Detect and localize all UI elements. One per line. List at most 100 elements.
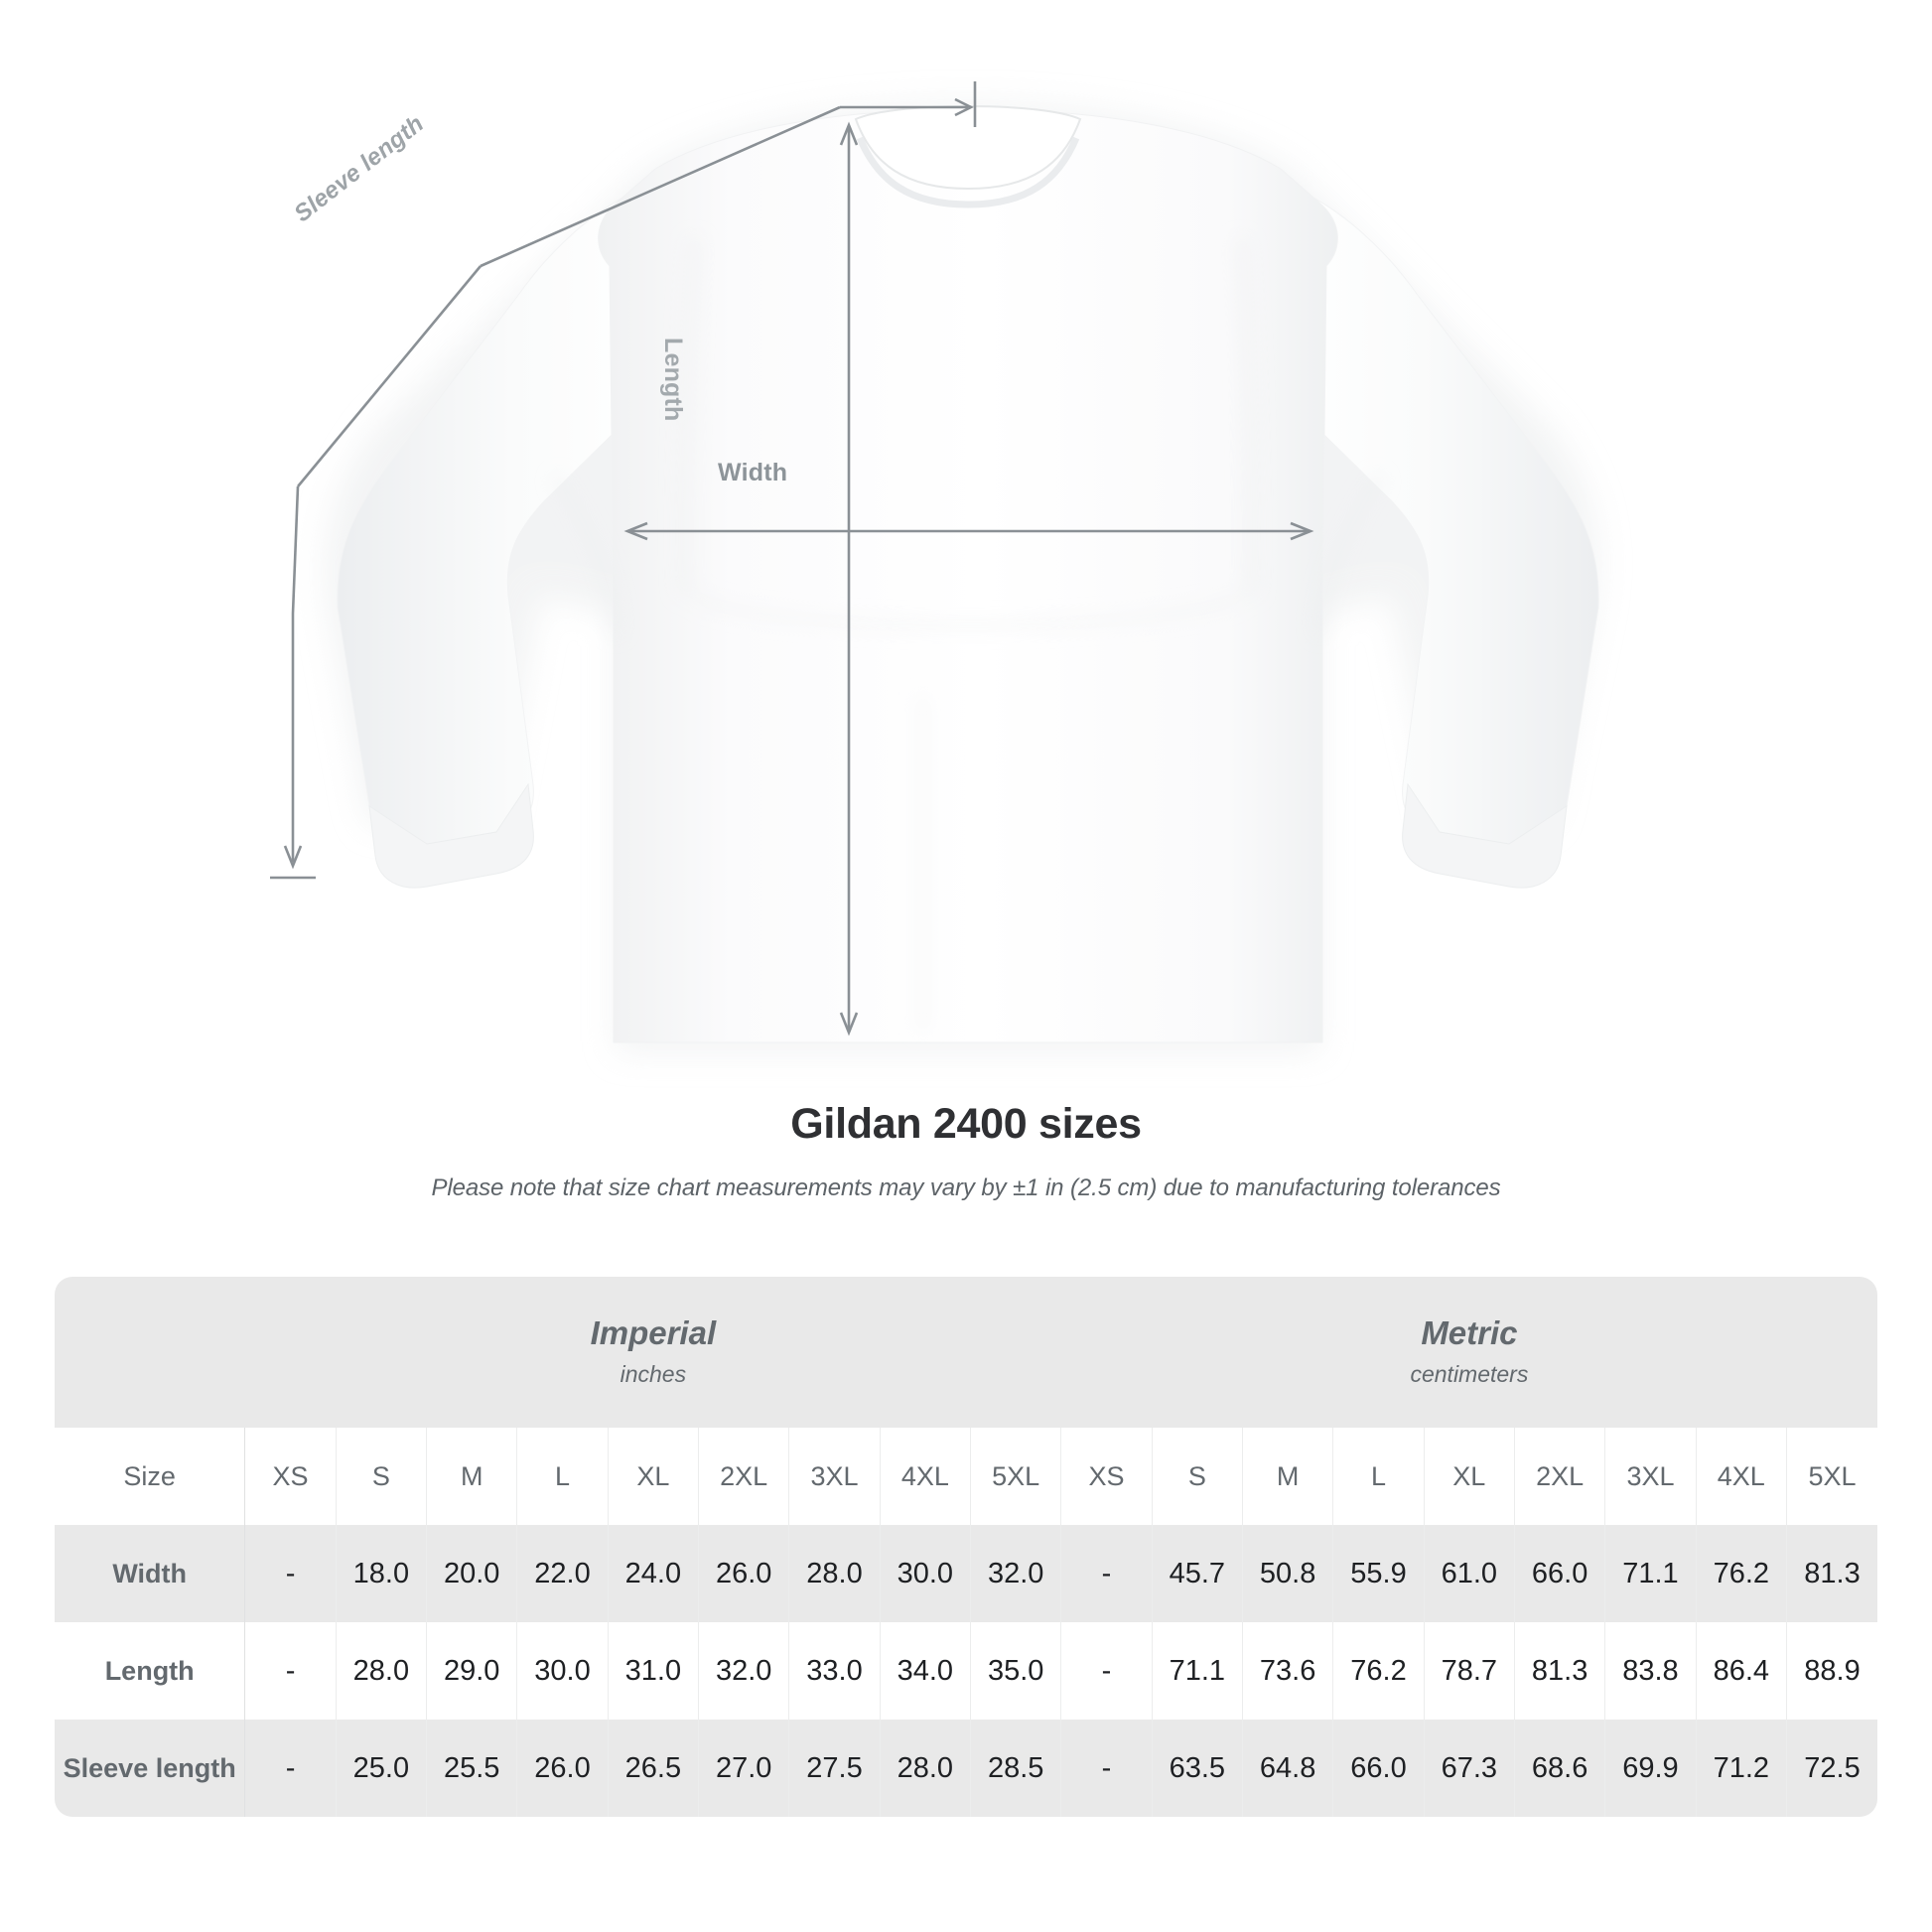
size-header-metric-4xl: 4XL <box>1696 1428 1787 1525</box>
cell-length-metric-s: 71.1 <box>1152 1622 1243 1720</box>
cell-width-metric-xl: 61.0 <box>1424 1525 1515 1622</box>
cell-length-imperial-4xl: 34.0 <box>880 1622 972 1720</box>
cell-length-imperial-xs: - <box>244 1622 337 1720</box>
size-header-metric-xs: XS <box>1060 1428 1153 1525</box>
cell-length-metric-xs: - <box>1060 1622 1153 1720</box>
cell-width-metric-2xl: 66.0 <box>1514 1525 1606 1622</box>
size-chart-table: Imperial inches Metric centimeters Size X… <box>55 1277 1877 1817</box>
cell-width-imperial-m: 20.0 <box>426 1525 518 1622</box>
imperial-unit-sub: inches <box>620 1360 687 1387</box>
size-header-imperial-5xl: 5XL <box>970 1428 1062 1525</box>
size-header-imperial-xs: XS <box>244 1428 337 1525</box>
cell-sleeve-length-imperial-m: 25.5 <box>426 1720 518 1817</box>
row-label-width: Width <box>55 1525 246 1622</box>
cell-sleeve-length-metric-l: 66.0 <box>1332 1720 1425 1817</box>
table-row: Sleeve length -25.0 25.5 26.0 26.5 27.0 27.5 28… <box>55 1720 1877 1817</box>
cell-sleeve-length-metric-4xl: 71.2 <box>1696 1720 1787 1817</box>
cell-sleeve-length-imperial-4xl: 28.0 <box>880 1720 972 1817</box>
cell-width-imperial-2xl: 26.0 <box>698 1525 790 1622</box>
cell-length-metric-l: 76.2 <box>1332 1622 1425 1720</box>
cell-sleeve-length-metric-xs: - <box>1060 1720 1153 1817</box>
cell-sleeve-length-metric-3xl: 69.9 <box>1604 1720 1697 1817</box>
left-cuff <box>368 782 534 889</box>
width-dimension-arrow <box>623 521 1314 541</box>
size-header-row: Size XS S M L XL 2XL 3XL 4XL 5XL XS S M L XL 2XL 3XL 4XL 5… <box>55 1428 1877 1525</box>
cell-sleeve-length-imperial-3xl: 27.5 <box>788 1720 881 1817</box>
shirt-body <box>598 108 1338 1043</box>
size-header-metric-3xl: 3XL <box>1604 1428 1697 1525</box>
cell-length-imperial-2xl: 32.0 <box>698 1622 790 1720</box>
cell-sleeve-length-imperial-l: 26.0 <box>516 1720 609 1817</box>
size-header-metric-l: L <box>1332 1428 1425 1525</box>
sleeve-length-dimension-arrow <box>270 81 977 880</box>
title-block: Gildan 2400 sizes Please note that size … <box>0 1100 1932 1202</box>
cell-sleeve-length-imperial-5xl: 28.5 <box>970 1720 1062 1817</box>
cell-sleeve-length-imperial-2xl: 27.0 <box>698 1720 790 1817</box>
metric-unit-cell: Metric centimeters <box>1060 1277 1877 1428</box>
cell-width-imperial-l: 22.0 <box>516 1525 609 1622</box>
size-header-metric-xl: XL <box>1424 1428 1515 1525</box>
cell-length-imperial-5xl: 35.0 <box>970 1622 1062 1720</box>
cell-sleeve-length-metric-xl: 67.3 <box>1424 1720 1515 1817</box>
size-header-imperial-2xl: 2XL <box>698 1428 790 1525</box>
cell-width-imperial-4xl: 30.0 <box>880 1525 972 1622</box>
cell-length-metric-xl: 78.7 <box>1424 1622 1515 1720</box>
size-header-label: Size <box>55 1428 246 1525</box>
size-header-imperial-4xl: 4XL <box>880 1428 972 1525</box>
cell-sleeve-length-imperial-xl: 26.5 <box>608 1720 700 1817</box>
cell-width-imperial-s: 18.0 <box>336 1525 428 1622</box>
units-banner-row: Imperial inches Metric centimeters <box>55 1277 1877 1428</box>
cell-length-metric-4xl: 86.4 <box>1696 1622 1787 1720</box>
cell-width-imperial-3xl: 28.0 <box>788 1525 881 1622</box>
size-chart-table-wrapper: Imperial inches Metric centimeters Size X… <box>55 1277 1877 1817</box>
cell-width-metric-4xl: 76.2 <box>1696 1525 1787 1622</box>
size-header-imperial-s: S <box>336 1428 428 1525</box>
collar-rib <box>856 136 1080 208</box>
tshirt-diagram: Sleeve length Length Width <box>270 81 1599 1052</box>
right-cuff <box>1402 782 1568 889</box>
row-label-sleeve-length: Sleeve length <box>55 1720 246 1817</box>
cell-length-metric-3xl: 83.8 <box>1604 1622 1697 1720</box>
table-row: Length -28.0 29.0 30.0 31.0 32.0 33.0 34.0 35.0-… <box>55 1622 1877 1720</box>
fabric-folds <box>551 237 1385 1033</box>
cell-length-metric-m: 73.6 <box>1242 1622 1334 1720</box>
cell-width-metric-s: 45.7 <box>1152 1525 1243 1622</box>
row-label-length: Length <box>55 1622 246 1720</box>
size-header-imperial-3xl: 3XL <box>788 1428 881 1525</box>
cell-length-imperial-m: 29.0 <box>426 1622 518 1720</box>
tshirt-illustration <box>270 81 1599 1052</box>
cell-width-metric-l: 55.9 <box>1332 1525 1425 1622</box>
size-header-imperial-m: M <box>426 1428 518 1525</box>
size-header-metric-2xl: 2XL <box>1514 1428 1606 1525</box>
cell-length-metric-5xl: 88.9 <box>1786 1622 1877 1720</box>
cell-sleeve-length-metric-5xl: 72.5 <box>1786 1720 1877 1817</box>
cell-width-metric-m: 50.8 <box>1242 1525 1334 1622</box>
cell-sleeve-length-imperial-xs: - <box>244 1720 337 1817</box>
cell-sleeve-length-metric-m: 64.8 <box>1242 1720 1334 1817</box>
cell-length-imperial-l: 30.0 <box>516 1622 609 1720</box>
metric-unit-name: Metric <box>1421 1314 1518 1352</box>
page-title: Gildan 2400 sizes <box>790 1100 1142 1148</box>
length-label: Length <box>659 338 687 422</box>
cell-length-imperial-s: 28.0 <box>336 1622 428 1720</box>
tolerance-note: Please note that size chart measurements… <box>431 1174 1501 1201</box>
cell-length-imperial-3xl: 33.0 <box>788 1622 881 1720</box>
cell-length-imperial-xl: 31.0 <box>608 1622 700 1720</box>
imperial-unit-name: Imperial <box>590 1314 717 1352</box>
cell-width-imperial-xl: 24.0 <box>608 1525 700 1622</box>
imperial-unit-cell: Imperial inches <box>244 1277 1061 1428</box>
table-row: Width -18.0 20.0 22.0 24.0 26.0 28.0 30.0 32.0-4… <box>55 1525 1877 1622</box>
length-dimension-arrow <box>839 121 859 1036</box>
cell-width-imperial-5xl: 32.0 <box>970 1525 1062 1622</box>
size-header-metric-5xl: 5XL <box>1786 1428 1877 1525</box>
size-header-metric-s: S <box>1152 1428 1243 1525</box>
cell-width-imperial-xs: - <box>244 1525 337 1622</box>
cell-width-metric-3xl: 71.1 <box>1604 1525 1697 1622</box>
cell-width-metric-5xl: 81.3 <box>1786 1525 1877 1622</box>
units-spacer-cell <box>55 1277 245 1428</box>
cell-sleeve-length-imperial-s: 25.0 <box>336 1720 428 1817</box>
cell-length-metric-2xl: 81.3 <box>1514 1622 1606 1720</box>
size-header-metric-m: M <box>1242 1428 1334 1525</box>
metric-unit-sub: centimeters <box>1410 1360 1529 1387</box>
cell-width-metric-xs: - <box>1060 1525 1153 1622</box>
